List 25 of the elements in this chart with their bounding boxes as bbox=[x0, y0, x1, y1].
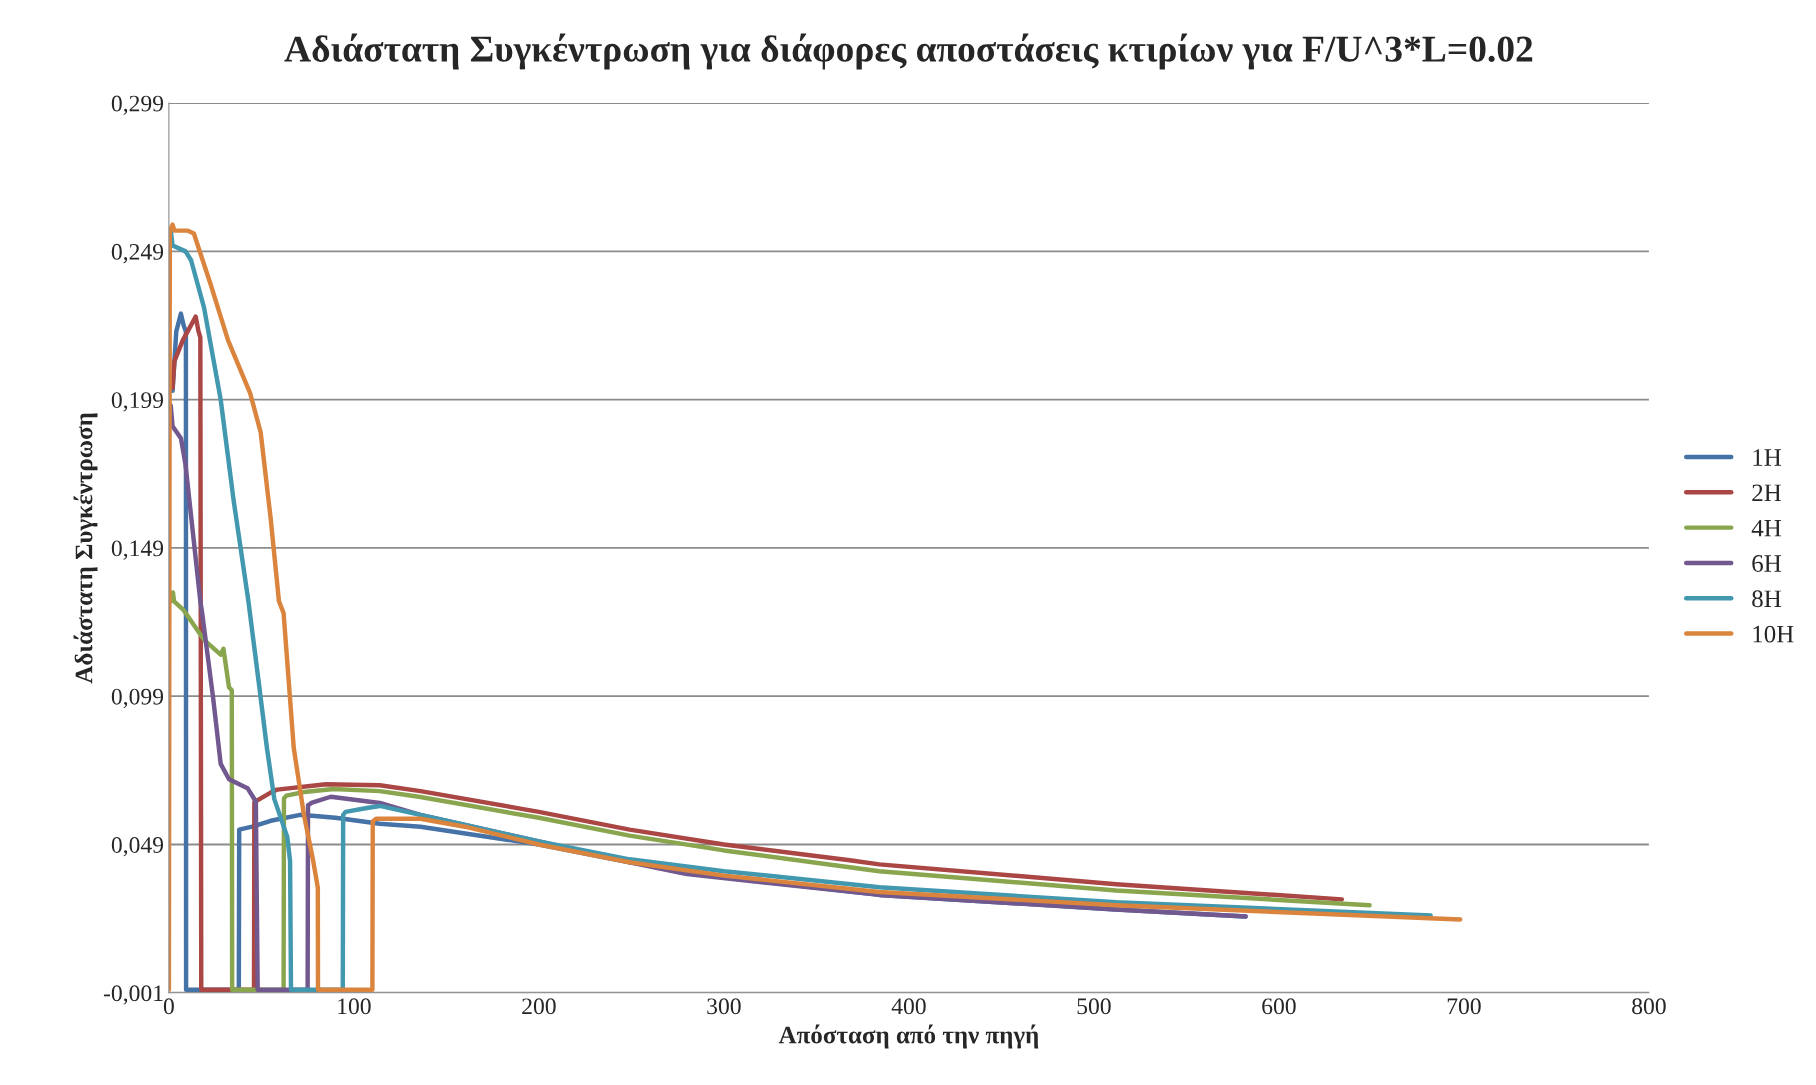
x-tick-label: 800 bbox=[1632, 998, 1666, 1015]
y-tick-label: 0,149 bbox=[111, 540, 164, 560]
chart-title: Αδιάστατη Συγκέντρωση για διάφορες αποστάσεις κτιρίων για F/U^3*L=0.02 bbox=[284, 33, 1533, 70]
y-tick-label: -0,001 bbox=[103, 985, 163, 1005]
x-tick-label: 700 bbox=[1447, 998, 1481, 1015]
x-tick-label: 100 bbox=[338, 998, 371, 1015]
y-tick-label: 0,099 bbox=[111, 688, 164, 709]
y-tick-label: 0,049 bbox=[111, 836, 164, 857]
legend-label: 4H bbox=[1751, 519, 1782, 537]
legend-label: 6H bbox=[1752, 555, 1782, 572]
x-tick-label: 400 bbox=[891, 998, 926, 1015]
y-tick-label: 0,299 bbox=[111, 95, 164, 115]
x-tick-label: 300 bbox=[707, 998, 741, 1015]
y-axis-title: Αδιάστατη Συγκέντρωση bbox=[73, 413, 98, 684]
x-tick-label: 200 bbox=[522, 998, 556, 1015]
legend-label: 10H bbox=[1753, 625, 1794, 643]
legend-label: 1H bbox=[1753, 449, 1782, 466]
x-tick-label: 500 bbox=[1077, 998, 1111, 1015]
legend-label: 8H bbox=[1752, 590, 1782, 608]
x-axis-title: Απόσταση από την πηγή bbox=[778, 1024, 1039, 1049]
x-tick-label: 600 bbox=[1262, 998, 1296, 1015]
legend-label: 2H bbox=[1752, 484, 1782, 502]
y-tick-label: 0,199 bbox=[111, 392, 164, 412]
y-tick-label: 0,249 bbox=[111, 243, 164, 264]
x-tick-label: 0 bbox=[163, 998, 174, 1015]
